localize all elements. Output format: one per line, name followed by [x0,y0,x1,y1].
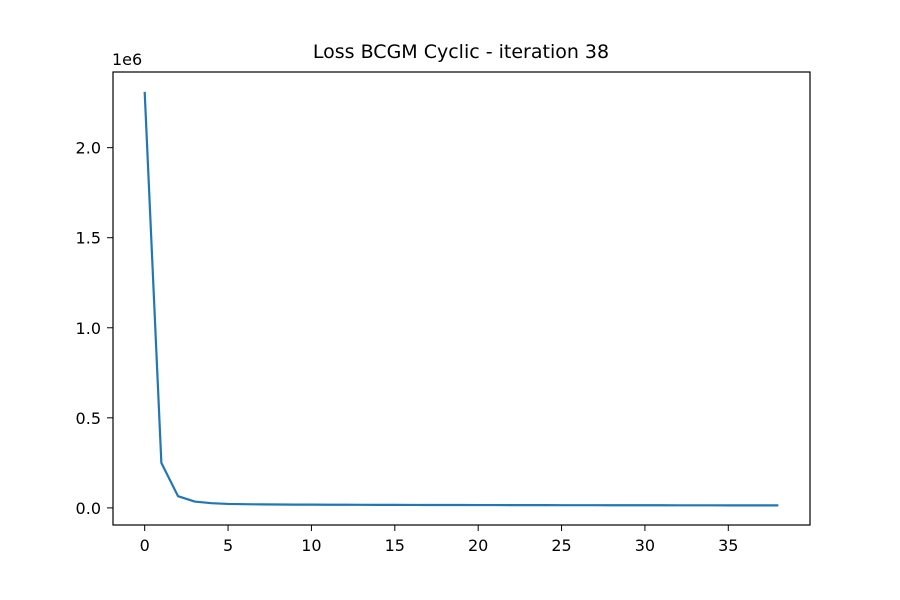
series-layer [143,91,779,507]
y-axis-ticks: 0.0 0.5 1.0 1.5 2.0 [76,139,113,518]
y-tick-label: 2.0 [76,139,101,158]
x-tick-label: 15 [385,536,405,555]
x-tick-label: 25 [551,536,571,555]
y-tick-label: 1.0 [76,319,101,338]
loss-line [143,91,779,507]
x-tick-label: 30 [635,536,655,555]
y-tick-label: 1.5 [76,229,101,248]
chart-title: Loss BCGM Cyclic - iteration 38 [313,41,609,63]
y-tick-label: 0.5 [76,409,101,428]
x-tick-label: 10 [301,536,321,555]
x-tick-label: 20 [468,536,488,555]
x-tick-label: 35 [718,536,738,555]
x-tick-label: 0 [140,536,150,555]
x-axis-ticks: 0 5 10 15 20 25 30 35 [140,525,738,555]
axes-frame [112,71,811,526]
y-axis-offset-label: 1e6 [112,50,142,69]
x-tick-label: 5 [223,536,233,555]
y-tick-label: 0.0 [76,499,101,518]
